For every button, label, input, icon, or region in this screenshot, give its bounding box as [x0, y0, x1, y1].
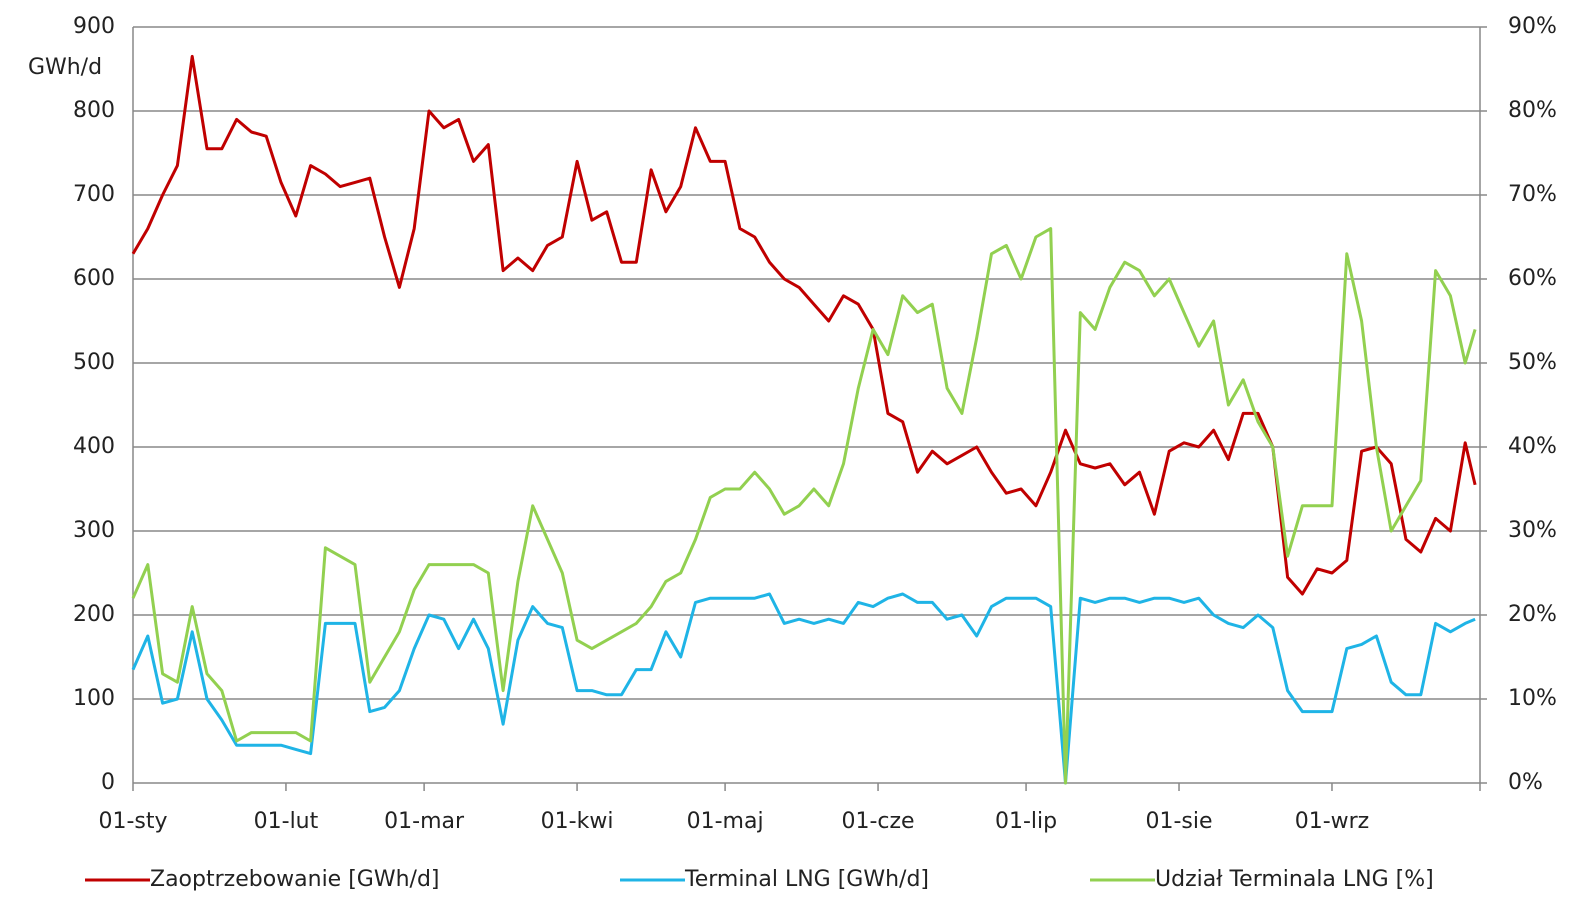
y2-tick-label: 10%: [1508, 686, 1557, 711]
y2-tick-label: 30%: [1508, 518, 1557, 543]
x-tick-label: 01-lip: [995, 809, 1057, 834]
y-tick-label: 400: [73, 434, 115, 459]
y2-tick-label: 60%: [1508, 266, 1557, 291]
x-tick-label: 01-kwi: [541, 809, 614, 834]
x-tick-label: 01-mar: [384, 809, 465, 834]
y-tick-label: 0: [101, 770, 115, 795]
y2-tick-label: 50%: [1508, 350, 1557, 375]
y2-tick-label: 80%: [1508, 98, 1557, 123]
y2-tick-label: 40%: [1508, 434, 1557, 459]
y-tick-label: 300: [73, 518, 115, 543]
y-tick-label: 800: [73, 98, 115, 123]
legend-label: Zaoptrzebowanie [GWh/d]: [150, 867, 440, 892]
x-tick-label: 01-sty: [98, 809, 167, 834]
series-line: [131, 54, 1477, 596]
x-tick-label: 01-lut: [254, 809, 319, 834]
y-tick-label: 500: [73, 350, 115, 375]
series-line: [131, 227, 1477, 785]
series-line: [131, 592, 1476, 785]
y2-tick-label: 90%: [1508, 14, 1557, 39]
legend-label: Udział Terminala LNG [%]: [1155, 867, 1434, 892]
x-tick-label: 01-maj: [687, 809, 764, 834]
x-tick-label: 01-cze: [841, 809, 914, 834]
x-tick-label: 01-wrz: [1295, 809, 1370, 834]
y-tick-label: 900: [73, 14, 115, 39]
x-tick-label: 01-sie: [1145, 809, 1212, 834]
y-axis-title: GWh/d: [28, 55, 102, 80]
y2-tick-label: 70%: [1508, 182, 1557, 207]
y-tick-label: 200: [73, 602, 115, 627]
y2-tick-label: 0%: [1508, 770, 1543, 795]
legend-label: Terminal LNG [GWh/d]: [684, 867, 929, 892]
y-tick-label: 100: [73, 686, 115, 711]
y-tick-label: 600: [73, 266, 115, 291]
y-tick-label: 700: [73, 182, 115, 207]
y2-tick-label: 20%: [1508, 602, 1557, 627]
